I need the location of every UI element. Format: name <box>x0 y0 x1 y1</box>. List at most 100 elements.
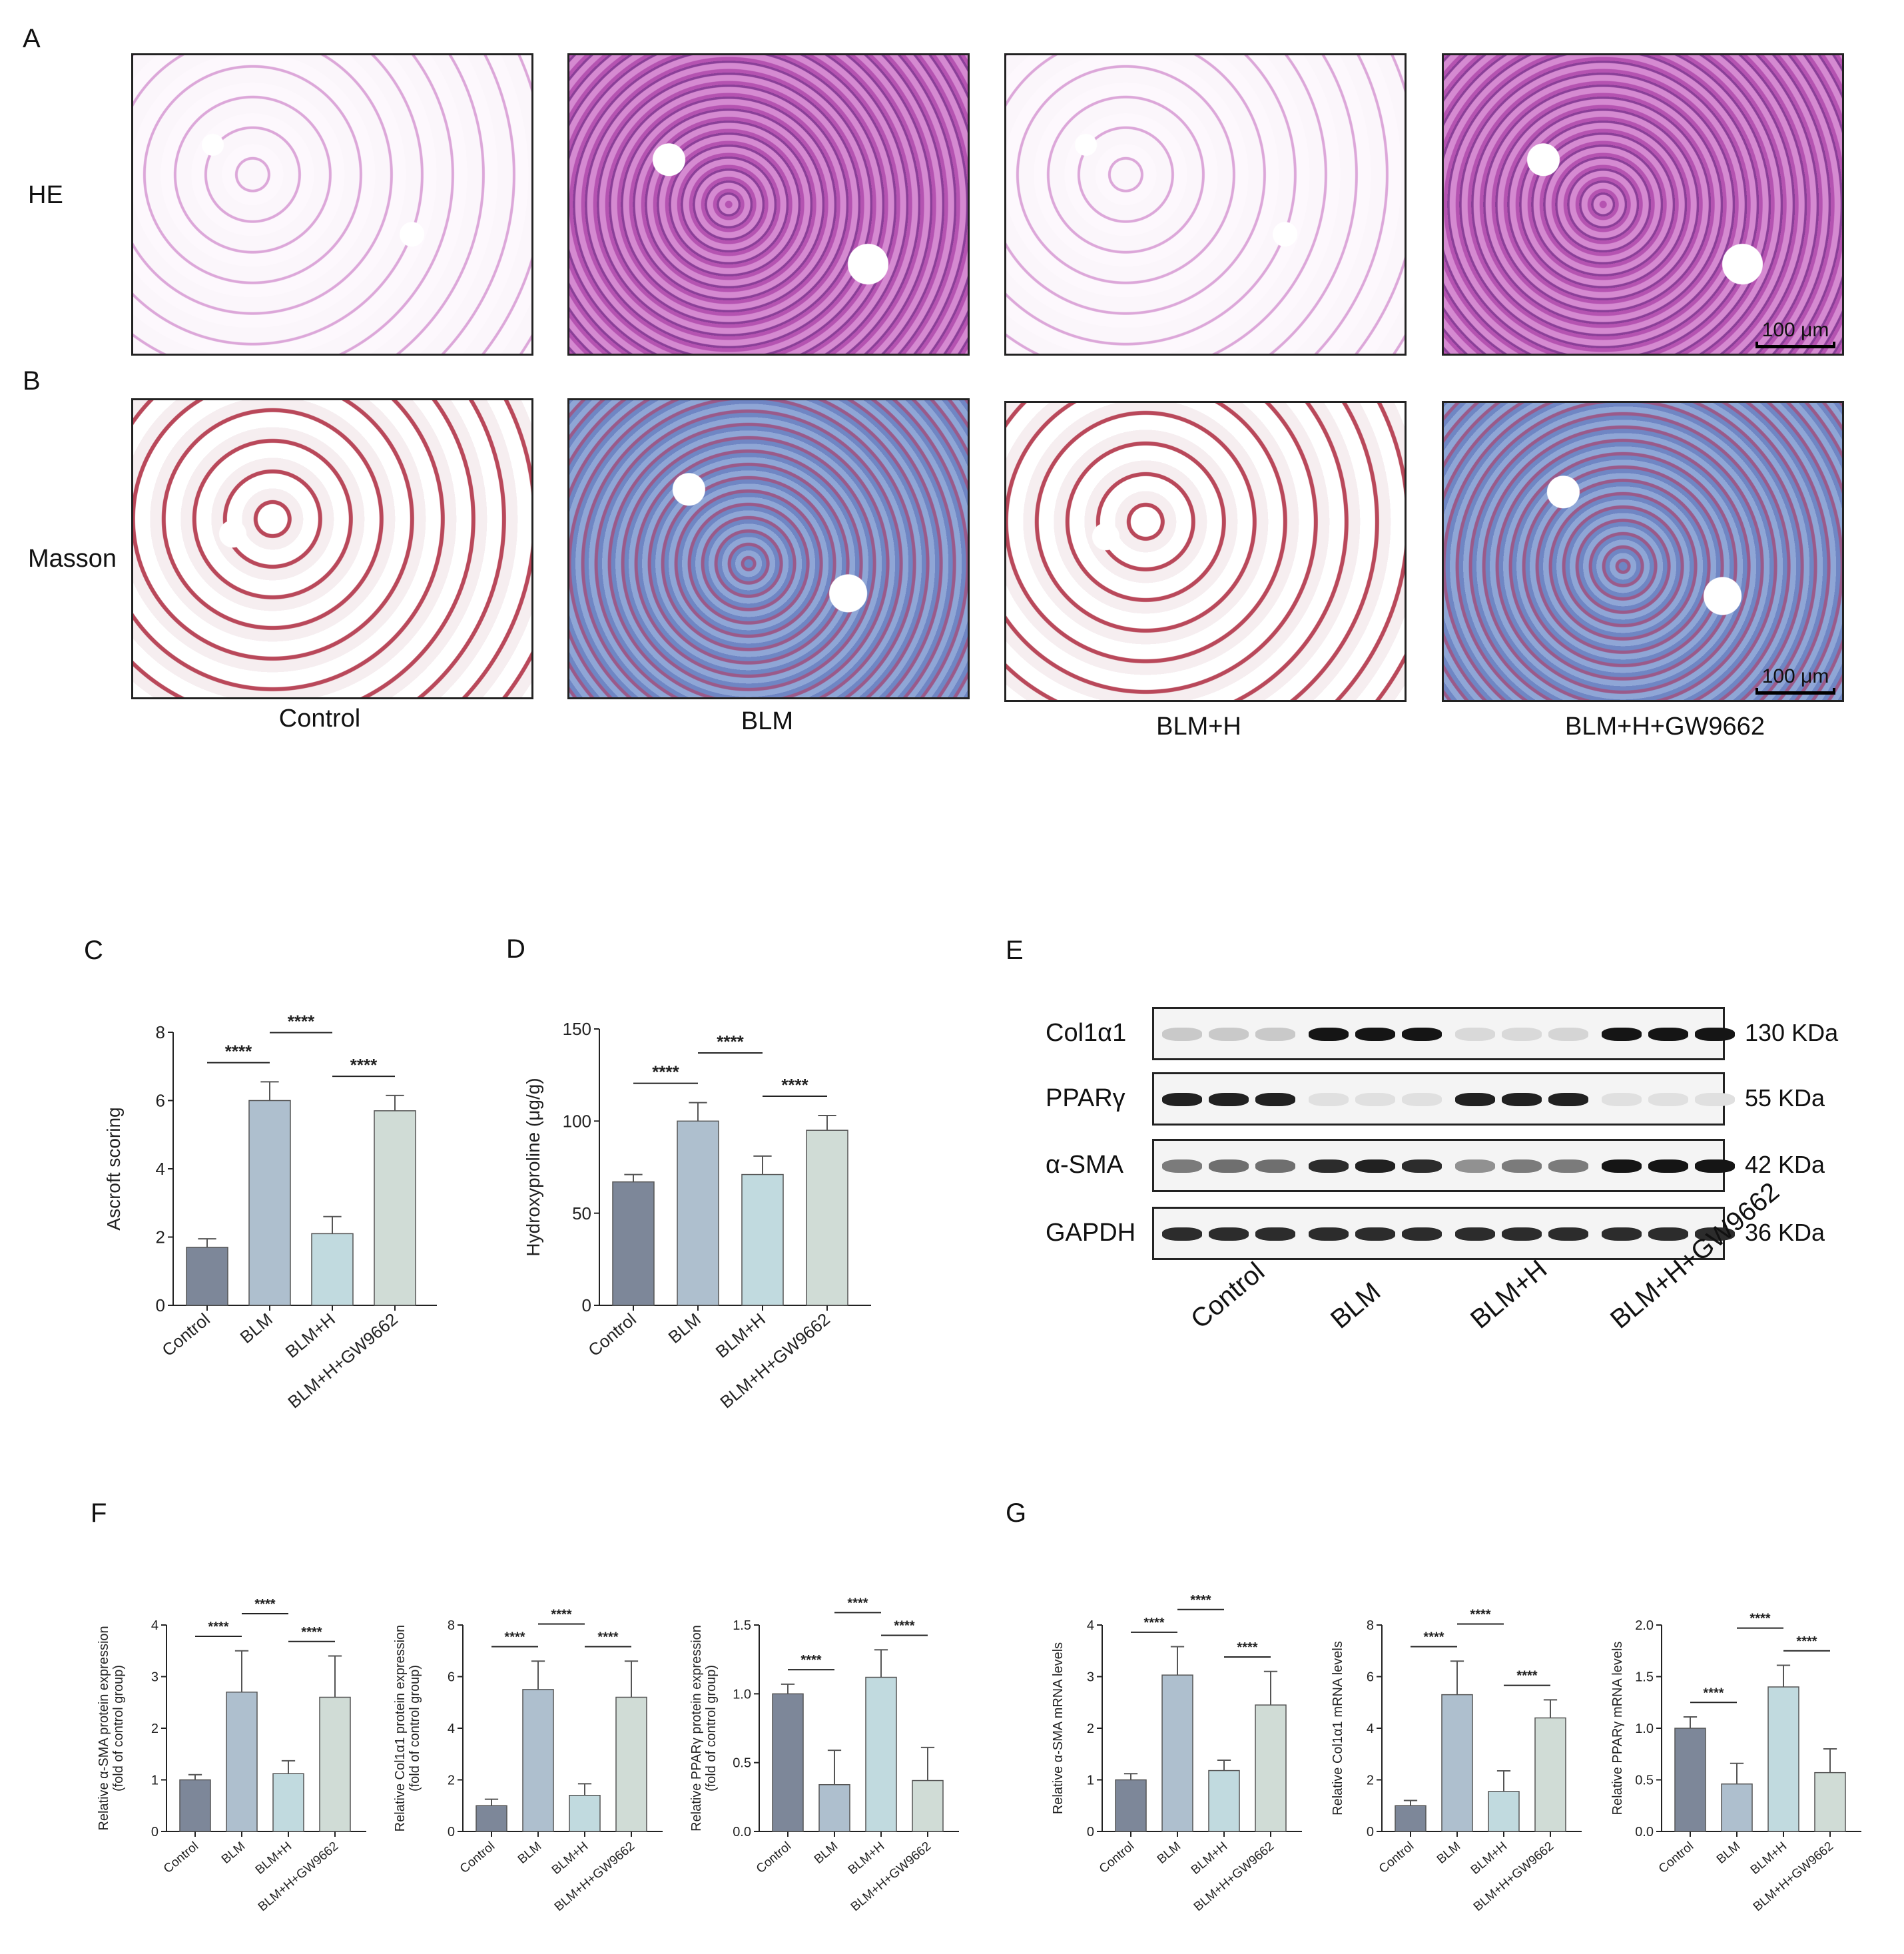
masson-image-control <box>131 398 533 699</box>
g3-y-axis-label: Relative PPARγ mRNA levels <box>1610 1642 1625 1815</box>
f2-x-tick-label: BLM+H+GW9662 <box>552 1839 637 1914</box>
blot-band <box>1548 1159 1588 1173</box>
blot-band <box>1255 1028 1295 1041</box>
masson-image-blm-h-gw9662: 100 μm <box>1442 401 1844 702</box>
panel-label-g: G <box>1006 1498 1027 1528</box>
f1-sig-stars: **** <box>254 1597 275 1612</box>
c-x-tick-label: BLM+H+GW9662 <box>284 1309 401 1413</box>
blot-band <box>1602 1159 1642 1173</box>
blot-band <box>1355 1028 1395 1041</box>
f3-x-tick-label: Control <box>754 1839 794 1876</box>
f3-sig-stars: **** <box>894 1619 914 1634</box>
g1-sig-stars: **** <box>1237 1640 1257 1655</box>
f2-y-tick-label: 4 <box>448 1722 455 1736</box>
panel-label-b: B <box>23 366 41 396</box>
blot-band <box>1255 1159 1295 1173</box>
blot-band <box>1355 1227 1395 1241</box>
g3-y-tick-label: 0.5 <box>1635 1774 1654 1788</box>
he-image-control <box>131 53 533 356</box>
g1-y-tick-label: 3 <box>1087 1670 1094 1685</box>
f3-sig-stars: **** <box>847 1596 868 1610</box>
blot-band <box>1695 1093 1735 1106</box>
g2-y-tick-label: 4 <box>1367 1722 1374 1736</box>
g1-sig-stars: **** <box>1190 1593 1211 1608</box>
blot-band <box>1502 1227 1542 1241</box>
f2-bar-blm-h <box>569 1795 601 1832</box>
f2-sig-stars: **** <box>597 1630 618 1645</box>
g3-bar-blm-h <box>1767 1686 1799 1832</box>
f1-y-tick-label: 0 <box>151 1825 159 1839</box>
blot-band <box>1602 1028 1642 1041</box>
c-y-tick-label: 2 <box>156 1227 165 1247</box>
blot-kda-gapdh: 36 KDa <box>1745 1219 1825 1246</box>
c-y-tick-label: 4 <box>156 1159 165 1179</box>
f1-x-tick-label: BLM+H <box>253 1839 294 1877</box>
g2-x-tick-label: BLM <box>1434 1839 1463 1867</box>
blot-band <box>1209 1227 1249 1241</box>
blot-band <box>1162 1159 1202 1173</box>
d-y-axis-label: Hydroxyproline (μg/g) <box>523 1078 543 1256</box>
panel-label-f: F <box>91 1498 107 1528</box>
f3-y-tick-label: 1.0 <box>733 1687 751 1702</box>
chart-f-asma-protein: 0 1 2 3 4 Relative α-SMA protein expression (f… <box>97 1597 366 1914</box>
g3-sig-stars: **** <box>1749 1612 1770 1626</box>
d-y-tick-label: 100 <box>563 1111 591 1131</box>
masson-image-blm-h <box>1004 401 1407 702</box>
g3-x-tick-label: BLM <box>1714 1839 1743 1867</box>
blot-band <box>1455 1093 1495 1106</box>
d-y-tick-label: 150 <box>563 1019 591 1039</box>
g2-bar-blm <box>1441 1694 1473 1832</box>
g1-y-axis-label: Relative α-SMA mRNA levels <box>1051 1642 1066 1814</box>
f3-x-tick-label: BLM <box>812 1839 840 1867</box>
chart-g-col1a1-mrna: 0 2 4 6 8 Relative Col1α1 mRNA levels Control B… <box>1331 1607 1582 1914</box>
panel-label-e: E <box>1006 936 1024 965</box>
g1-x-tick-label: Control <box>1097 1839 1137 1876</box>
group-label-blm: BLM <box>741 707 794 735</box>
g1-y-tick-label: 4 <box>1087 1618 1094 1633</box>
blot-band <box>1255 1227 1295 1241</box>
blot-band <box>1209 1093 1249 1106</box>
he-scale-bar: 100 μm <box>1755 319 1835 348</box>
blot-band <box>1455 1028 1495 1041</box>
blot-kda-col1-1: 130 KDa <box>1745 1019 1839 1046</box>
blot-band <box>1162 1093 1202 1106</box>
f2-y-tick-label: 6 <box>448 1670 455 1685</box>
f1-x-tick-label: Control <box>161 1839 201 1876</box>
chart-d-hydroxyproline: 0 50 100 150 Hydroxyproline (μg/g) Control BLM… <box>523 1019 871 1413</box>
g1-bar-blm-h-gw9662 <box>1255 1704 1287 1832</box>
d-bar-blm-h <box>741 1173 784 1306</box>
c-bar-blm <box>248 1100 291 1306</box>
g3-y-tick-label: 0.0 <box>1635 1825 1654 1839</box>
g1-bar-blm <box>1161 1674 1193 1832</box>
chart-f-col1a1-protein: 0 2 4 6 8 Relative Col1α1 protein expression(… <box>393 1607 663 1914</box>
blot-band <box>1502 1093 1542 1106</box>
g2-y-tick-label: 0 <box>1367 1825 1374 1839</box>
f1-sig-stars: **** <box>301 1625 322 1640</box>
western-blot: Col1α1 130 KDa PPARγ 55 KDa α-SMA 42 KDa GAPDH… <box>1046 999 1898 1465</box>
group-label-control: Control <box>278 705 361 733</box>
blot-band <box>1209 1159 1249 1173</box>
d-y-tick-label: 0 <box>582 1295 591 1315</box>
group-label-blm-h-gw9662: BLM+H+GW9662 <box>1565 713 1765 741</box>
blot-band <box>1502 1159 1542 1173</box>
row-label-he: HE <box>28 181 63 209</box>
g1-y-tick-label: 0 <box>1087 1825 1094 1839</box>
blot-band <box>1402 1227 1442 1241</box>
g2-bar-control <box>1395 1805 1427 1832</box>
blot-lane-label-blm: BLM <box>1325 1277 1387 1335</box>
f3-x-tick-label: BLM+H+GW9662 <box>848 1839 934 1914</box>
blot-band <box>1402 1159 1442 1173</box>
d-x-tick-label: BLM <box>665 1309 705 1347</box>
blot-strip-gapdh <box>1152 1207 1735 1260</box>
g2-x-tick-label: BLM+H <box>1468 1839 1510 1877</box>
blot-row-label-ppar: PPARγ <box>1046 1084 1125 1112</box>
f3-y-tick-label: 0.0 <box>733 1825 751 1839</box>
panel-label-d: D <box>506 934 525 964</box>
c-x-tick-label: Control <box>158 1309 213 1361</box>
f2-y-tick-label: 2 <box>448 1774 455 1788</box>
f1-bar-control <box>179 1779 211 1832</box>
blot-band <box>1695 1227 1735 1241</box>
d-bar-control <box>612 1181 655 1306</box>
g1-sig-stars: **** <box>1143 1616 1164 1630</box>
g3-x-tick-label: BLM+H+GW9662 <box>1751 1839 1836 1914</box>
